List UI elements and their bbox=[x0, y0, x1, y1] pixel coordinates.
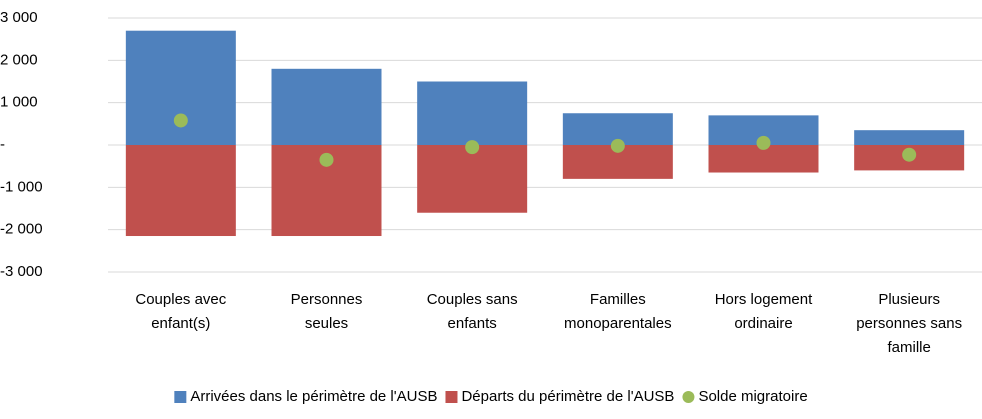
bar bbox=[854, 130, 965, 145]
bar bbox=[271, 68, 382, 145]
y-tick-label: -2 000 bbox=[0, 221, 43, 238]
legend-label: Arrivées dans le périmètre de l'AUSB bbox=[190, 388, 437, 405]
legend-label: Solde migratoire bbox=[698, 388, 807, 405]
x-tick-label: Couples avec enfant(s) bbox=[135, 291, 226, 332]
y-tick-label: -1 000 bbox=[0, 178, 43, 195]
bar bbox=[417, 81, 528, 145]
point bbox=[756, 135, 771, 150]
bar bbox=[417, 145, 528, 213]
y-tick-label: - bbox=[0, 136, 5, 153]
y-tick-label: 1 000 bbox=[0, 94, 38, 111]
y-tick-label: -3 000 bbox=[0, 263, 43, 280]
bar bbox=[125, 30, 236, 146]
point bbox=[465, 140, 480, 155]
y-tick-label: 3 000 bbox=[0, 9, 38, 26]
legend: Arrivées dans le périmètre de l'AUSB Dépa… bbox=[174, 388, 808, 405]
x-tick-label: Couples sans enfants bbox=[427, 291, 518, 332]
point bbox=[319, 152, 334, 167]
point bbox=[902, 147, 917, 162]
point bbox=[610, 138, 625, 153]
x-tick-label: Plusieurs personnes sans famille bbox=[856, 291, 962, 356]
bar bbox=[125, 145, 236, 237]
legend-swatch bbox=[174, 391, 187, 403]
point bbox=[173, 113, 188, 128]
legend-label: Départs du périmètre de l'AUSB bbox=[461, 388, 674, 405]
legend-swatch bbox=[682, 391, 695, 403]
x-tick-label: Familles monoparentales bbox=[564, 291, 672, 332]
x-tick-label: Personnes seules bbox=[291, 291, 363, 332]
legend-swatch bbox=[445, 391, 458, 403]
x-tick-label: Hors logement ordinaire bbox=[715, 291, 813, 332]
y-tick-label: 2 000 bbox=[0, 51, 38, 68]
